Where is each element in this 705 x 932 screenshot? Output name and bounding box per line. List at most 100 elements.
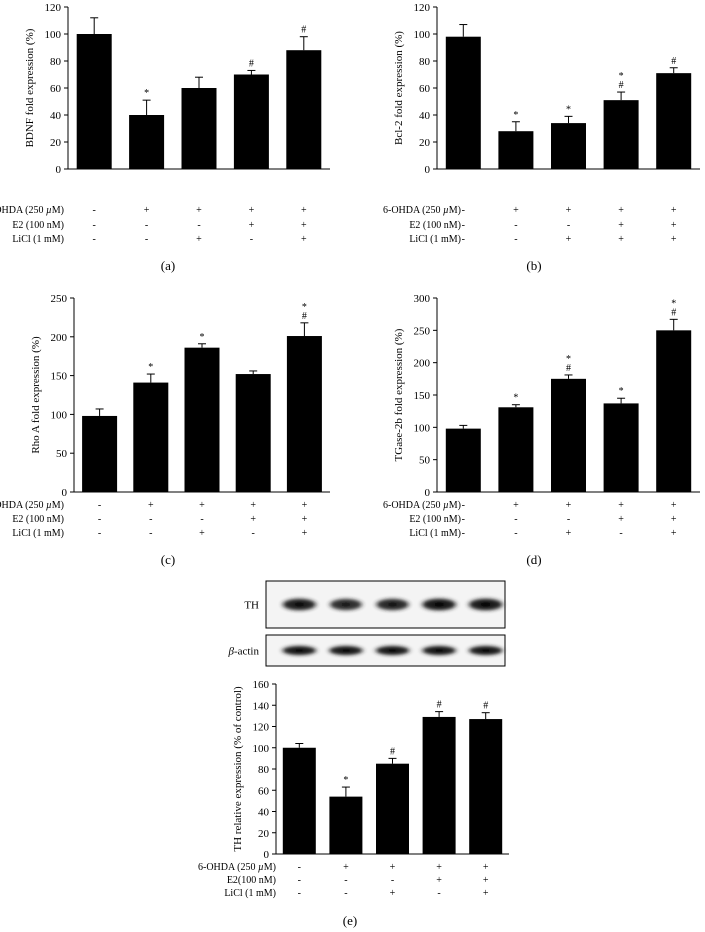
treatment-sign: - <box>344 875 347 886</box>
y-axis-label: TH relative expression (% of control) <box>232 686 244 852</box>
treatment-label: LiCl (1 mM) <box>224 888 276 899</box>
treatment-sign: - <box>462 220 465 231</box>
y-tick-label: 120 <box>253 722 270 734</box>
y-tick-label: 20 <box>50 137 62 149</box>
bar <box>603 403 639 492</box>
y-tick-label: 80 <box>50 56 62 68</box>
y-tick-label: 100 <box>414 422 431 434</box>
treatment-sign: + <box>483 875 489 886</box>
treatment-sign: + <box>390 888 396 899</box>
blot-band <box>419 597 460 612</box>
treatment-sign: + <box>436 862 442 873</box>
bar <box>235 374 271 492</box>
treatment-sign: - <box>391 875 394 886</box>
panel-caption: (c) <box>161 552 175 567</box>
blot-band <box>279 645 320 656</box>
significance-mark: * <box>200 332 205 343</box>
y-tick-label: 60 <box>50 83 62 95</box>
treatment-sign: - <box>98 514 101 525</box>
y-tick-label: 20 <box>419 137 431 149</box>
bar <box>656 330 692 492</box>
treatment-sign: - <box>252 528 255 539</box>
bar <box>376 763 409 854</box>
y-tick-label: 60 <box>419 83 431 95</box>
treatment-sign: + <box>390 862 396 873</box>
treatment-sign: - <box>462 500 465 511</box>
y-axis-label: TGase-2b fold expression (%) <box>393 328 405 461</box>
treatment-sign: + <box>618 500 624 511</box>
treatment-sign: - <box>200 514 203 525</box>
bar <box>282 747 316 854</box>
treatment-label: LiCl (1 mM) <box>12 528 64 539</box>
treatment-label: 6-OHDA (250 µM) <box>383 500 461 511</box>
blot-band <box>419 645 460 656</box>
treatment-sign: - <box>514 220 517 231</box>
y-tick-label: 250 <box>51 293 68 305</box>
treatment-sign: + <box>302 514 308 525</box>
blot-band <box>373 597 412 612</box>
chart-panel-2: 0 50 100 150 200 250 Rho A fold expression (%)… <box>0 293 330 567</box>
bar <box>76 34 112 169</box>
treatment-sign: + <box>250 500 256 511</box>
y-tick-label: 0 <box>264 849 270 861</box>
treatment-sign: + <box>144 205 150 216</box>
bar <box>329 796 363 854</box>
bar <box>656 73 692 169</box>
y-tick-label: 140 <box>253 700 270 712</box>
treatment-label: 6-OHDA (250 µM) <box>0 205 64 216</box>
blot-band <box>279 597 320 612</box>
treatment-sign: - <box>149 514 152 525</box>
blot-band <box>325 645 366 656</box>
treatment-sign: + <box>618 514 624 525</box>
mu-symbol: µ <box>443 500 449 511</box>
blot-band <box>372 645 413 656</box>
treatment-sign: + <box>196 205 202 216</box>
y-tick-label: 50 <box>419 455 431 467</box>
mu-symbol: µ <box>46 205 52 216</box>
treatment-sign: + <box>671 234 677 245</box>
treatment-sign: - <box>514 514 517 525</box>
chart-panel-0: 0 20 40 60 80 100 120 BDNF fold expression (%) *… <box>0 2 330 273</box>
significance-mark: * <box>148 362 153 373</box>
treatment-label: E2(100 nM) <box>227 875 276 886</box>
treatment-label: 6-OHDA (250 µM) <box>383 205 461 216</box>
treatment-sign: - <box>462 205 465 216</box>
y-tick-label: 20 <box>258 828 270 840</box>
y-tick-label: 200 <box>51 332 68 344</box>
beta-symbol: β <box>227 646 234 658</box>
y-tick-label: 300 <box>414 293 431 305</box>
y-axis-label: Bcl-2 fold expression (%) <box>393 31 405 145</box>
treatment-sign: + <box>513 205 519 216</box>
y-tick-label: 100 <box>45 29 62 41</box>
treatment-sign: + <box>618 205 624 216</box>
y-tick-label: 60 <box>258 785 270 797</box>
treatment-sign: + <box>566 500 572 511</box>
treatment-label: LiCl (1 mM) <box>409 528 461 539</box>
panel-caption: (d) <box>526 552 541 567</box>
bar <box>129 115 165 169</box>
mu-symbol: µ <box>443 205 449 216</box>
bar <box>445 36 481 170</box>
treatment-label: LiCl (1 mM) <box>12 234 64 245</box>
significance-mark: * <box>671 298 676 309</box>
treatment-sign: + <box>249 205 255 216</box>
treatment-sign: - <box>567 220 570 231</box>
treatment-label: 6-OHDA (250 µM) <box>0 500 64 511</box>
significance-mark: # <box>437 700 442 711</box>
significance-mark: * <box>144 88 149 99</box>
treatment-sign: - <box>197 220 200 231</box>
treatment-sign: - <box>298 862 301 873</box>
significance-mark: * <box>513 393 518 404</box>
treatment-sign: - <box>514 528 517 539</box>
y-tick-label: 80 <box>258 764 270 776</box>
significance-mark: # <box>302 311 307 322</box>
treatment-sign: + <box>196 234 202 245</box>
treatment-sign: + <box>301 220 307 231</box>
panel-caption: (b) <box>526 258 541 273</box>
significance-mark: # <box>619 80 624 91</box>
treatment-sign: - <box>145 220 148 231</box>
y-tick-label: 0 <box>62 487 68 499</box>
treatment-sign: - <box>145 234 148 245</box>
y-tick-label: 0 <box>425 164 431 176</box>
